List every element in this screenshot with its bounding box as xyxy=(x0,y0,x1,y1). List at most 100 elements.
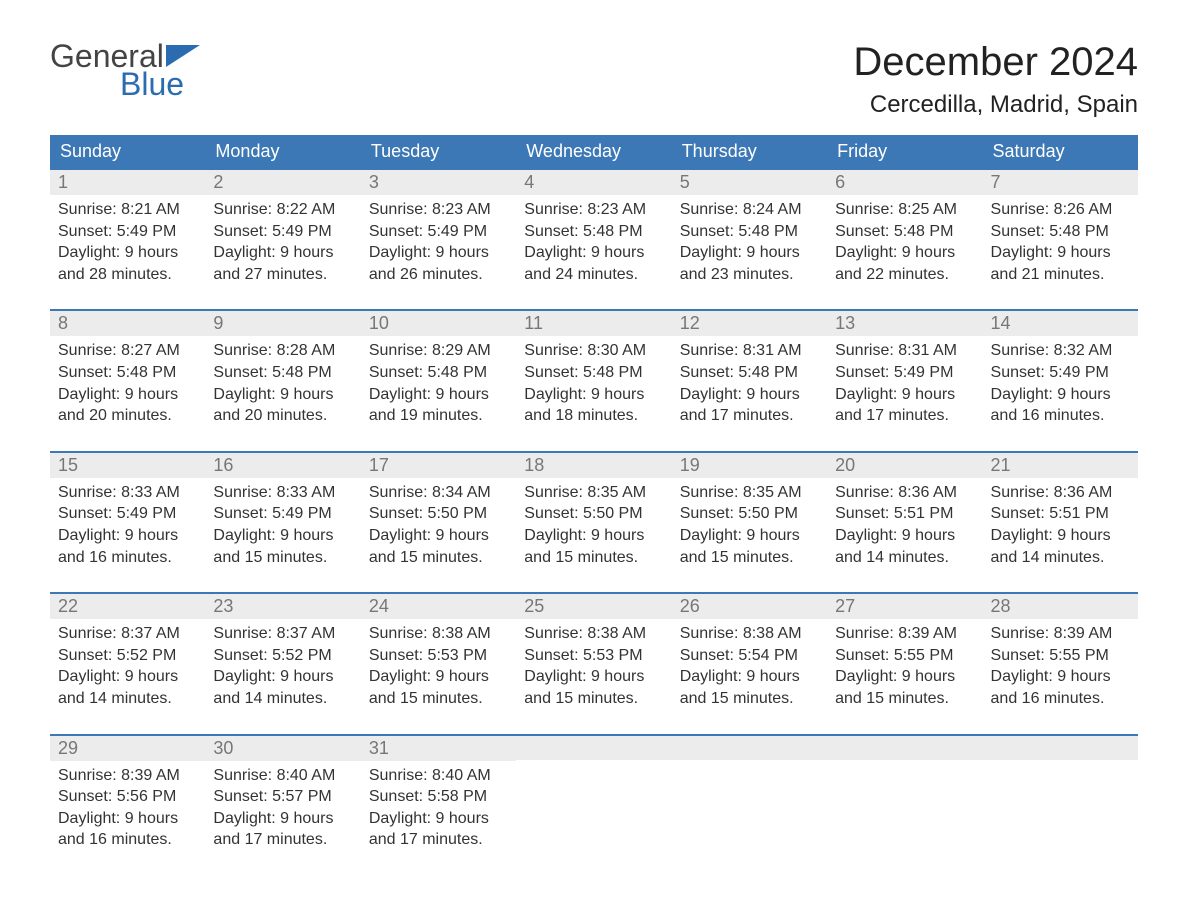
day-detail-line: Daylight: 9 hours xyxy=(213,242,352,264)
day-detail-line: Sunset: 5:53 PM xyxy=(524,645,663,667)
day-detail-line: Sunset: 5:49 PM xyxy=(58,221,197,243)
calendar-day-cell: 10Sunrise: 8:29 AMSunset: 5:48 PMDayligh… xyxy=(361,309,516,450)
day-detail-line: Daylight: 9 hours xyxy=(58,242,197,264)
calendar-day-cell: 29Sunrise: 8:39 AMSunset: 5:56 PMDayligh… xyxy=(50,734,205,875)
day-detail-line: Sunrise: 8:31 AM xyxy=(680,340,819,362)
day-detail-line: Sunset: 5:48 PM xyxy=(58,362,197,384)
day-detail-line: Sunrise: 8:40 AM xyxy=(369,765,508,787)
day-detail-line: Daylight: 9 hours xyxy=(991,384,1130,406)
day-details: Sunrise: 8:35 AMSunset: 5:50 PMDaylight:… xyxy=(672,478,827,568)
day-details: Sunrise: 8:25 AMSunset: 5:48 PMDaylight:… xyxy=(827,195,982,285)
calendar-day-cell: 17Sunrise: 8:34 AMSunset: 5:50 PMDayligh… xyxy=(361,451,516,592)
day-detail-line: Sunrise: 8:35 AM xyxy=(524,482,663,504)
calendar-week-row: 8Sunrise: 8:27 AMSunset: 5:48 PMDaylight… xyxy=(50,309,1138,450)
day-detail-line: and 16 minutes. xyxy=(58,829,197,851)
calendar-day-cell: 2Sunrise: 8:22 AMSunset: 5:49 PMDaylight… xyxy=(205,168,360,309)
day-detail-line: and 17 minutes. xyxy=(369,829,508,851)
day-detail-line: and 28 minutes. xyxy=(58,264,197,286)
day-detail-line: Sunset: 5:49 PM xyxy=(213,221,352,243)
calendar-week-row: 22Sunrise: 8:37 AMSunset: 5:52 PMDayligh… xyxy=(50,592,1138,733)
calendar-day-cell: 23Sunrise: 8:37 AMSunset: 5:52 PMDayligh… xyxy=(205,592,360,733)
day-number: 12 xyxy=(672,309,827,336)
day-number: 10 xyxy=(361,309,516,336)
calendar-day-cell xyxy=(983,734,1138,875)
day-detail-line: Daylight: 9 hours xyxy=(58,384,197,406)
day-details: Sunrise: 8:36 AMSunset: 5:51 PMDaylight:… xyxy=(983,478,1138,568)
day-detail-line: and 15 minutes. xyxy=(524,688,663,710)
weekday-header: Wednesday xyxy=(516,135,671,168)
day-detail-line: and 15 minutes. xyxy=(369,688,508,710)
day-details: Sunrise: 8:36 AMSunset: 5:51 PMDaylight:… xyxy=(827,478,982,568)
day-detail-line: Daylight: 9 hours xyxy=(680,525,819,547)
day-detail-line: Sunrise: 8:38 AM xyxy=(680,623,819,645)
weekday-header: Saturday xyxy=(983,135,1138,168)
day-number: 22 xyxy=(50,592,205,619)
brand-logo: General Blue xyxy=(50,40,200,100)
day-detail-line: and 16 minutes. xyxy=(58,547,197,569)
day-details: Sunrise: 8:37 AMSunset: 5:52 PMDaylight:… xyxy=(205,619,360,709)
empty-day xyxy=(516,734,671,760)
day-detail-line: and 18 minutes. xyxy=(524,405,663,427)
calendar-day-cell: 1Sunrise: 8:21 AMSunset: 5:49 PMDaylight… xyxy=(50,168,205,309)
calendar-week-row: 1Sunrise: 8:21 AMSunset: 5:49 PMDaylight… xyxy=(50,168,1138,309)
day-detail-line: Daylight: 9 hours xyxy=(524,525,663,547)
day-detail-line: Sunset: 5:48 PM xyxy=(524,362,663,384)
day-details: Sunrise: 8:37 AMSunset: 5:52 PMDaylight:… xyxy=(50,619,205,709)
calendar-day-cell: 11Sunrise: 8:30 AMSunset: 5:48 PMDayligh… xyxy=(516,309,671,450)
calendar-day-cell: 14Sunrise: 8:32 AMSunset: 5:49 PMDayligh… xyxy=(983,309,1138,450)
day-number: 2 xyxy=(205,168,360,195)
calendar-day-cell: 20Sunrise: 8:36 AMSunset: 5:51 PMDayligh… xyxy=(827,451,982,592)
day-number: 19 xyxy=(672,451,827,478)
day-detail-line: Daylight: 9 hours xyxy=(680,242,819,264)
day-detail-line: Sunset: 5:55 PM xyxy=(991,645,1130,667)
day-detail-line: and 24 minutes. xyxy=(524,264,663,286)
day-detail-line: Sunset: 5:50 PM xyxy=(369,503,508,525)
day-detail-line: Sunrise: 8:27 AM xyxy=(58,340,197,362)
day-detail-line: and 15 minutes. xyxy=(369,547,508,569)
day-details: Sunrise: 8:24 AMSunset: 5:48 PMDaylight:… xyxy=(672,195,827,285)
calendar-day-cell: 8Sunrise: 8:27 AMSunset: 5:48 PMDaylight… xyxy=(50,309,205,450)
day-detail-line: and 26 minutes. xyxy=(369,264,508,286)
day-detail-line: Sunset: 5:48 PM xyxy=(991,221,1130,243)
day-detail-line: Daylight: 9 hours xyxy=(213,525,352,547)
day-detail-line: Sunrise: 8:23 AM xyxy=(369,199,508,221)
day-detail-line: and 27 minutes. xyxy=(213,264,352,286)
day-detail-line: Sunset: 5:49 PM xyxy=(58,503,197,525)
day-detail-line: Sunset: 5:49 PM xyxy=(213,503,352,525)
day-details: Sunrise: 8:38 AMSunset: 5:53 PMDaylight:… xyxy=(516,619,671,709)
calendar-day-cell: 7Sunrise: 8:26 AMSunset: 5:48 PMDaylight… xyxy=(983,168,1138,309)
day-detail-line: Sunset: 5:55 PM xyxy=(835,645,974,667)
header: General Blue December 2024 Cercedilla, M… xyxy=(50,40,1138,119)
day-detail-line: and 15 minutes. xyxy=(213,547,352,569)
day-detail-line: Daylight: 9 hours xyxy=(524,242,663,264)
day-details: Sunrise: 8:22 AMSunset: 5:49 PMDaylight:… xyxy=(205,195,360,285)
day-details: Sunrise: 8:39 AMSunset: 5:55 PMDaylight:… xyxy=(983,619,1138,709)
calendar-day-cell: 4Sunrise: 8:23 AMSunset: 5:48 PMDaylight… xyxy=(516,168,671,309)
day-number: 26 xyxy=(672,592,827,619)
day-details: Sunrise: 8:31 AMSunset: 5:48 PMDaylight:… xyxy=(672,336,827,426)
day-detail-line: Daylight: 9 hours xyxy=(835,384,974,406)
day-detail-line: Sunrise: 8:38 AM xyxy=(369,623,508,645)
day-detail-line: Sunset: 5:49 PM xyxy=(369,221,508,243)
calendar-day-cell: 21Sunrise: 8:36 AMSunset: 5:51 PMDayligh… xyxy=(983,451,1138,592)
calendar-day-cell: 28Sunrise: 8:39 AMSunset: 5:55 PMDayligh… xyxy=(983,592,1138,733)
day-detail-line: Sunrise: 8:36 AM xyxy=(991,482,1130,504)
calendar-day-cell: 16Sunrise: 8:33 AMSunset: 5:49 PMDayligh… xyxy=(205,451,360,592)
day-details: Sunrise: 8:32 AMSunset: 5:49 PMDaylight:… xyxy=(983,336,1138,426)
day-detail-line: Sunset: 5:49 PM xyxy=(835,362,974,384)
calendar-day-cell: 26Sunrise: 8:38 AMSunset: 5:54 PMDayligh… xyxy=(672,592,827,733)
day-detail-line: Daylight: 9 hours xyxy=(369,808,508,830)
day-detail-line: Daylight: 9 hours xyxy=(369,525,508,547)
day-detail-line: Sunrise: 8:37 AM xyxy=(58,623,197,645)
day-details: Sunrise: 8:21 AMSunset: 5:49 PMDaylight:… xyxy=(50,195,205,285)
day-detail-line: Sunset: 5:51 PM xyxy=(835,503,974,525)
day-detail-line: Sunset: 5:48 PM xyxy=(213,362,352,384)
day-number: 28 xyxy=(983,592,1138,619)
day-detail-line: Sunrise: 8:38 AM xyxy=(524,623,663,645)
day-details: Sunrise: 8:38 AMSunset: 5:53 PMDaylight:… xyxy=(361,619,516,709)
day-detail-line: Sunrise: 8:35 AM xyxy=(680,482,819,504)
calendar-day-cell: 19Sunrise: 8:35 AMSunset: 5:50 PMDayligh… xyxy=(672,451,827,592)
day-number: 11 xyxy=(516,309,671,336)
day-detail-line: and 16 minutes. xyxy=(991,405,1130,427)
day-detail-line: Sunrise: 8:33 AM xyxy=(58,482,197,504)
